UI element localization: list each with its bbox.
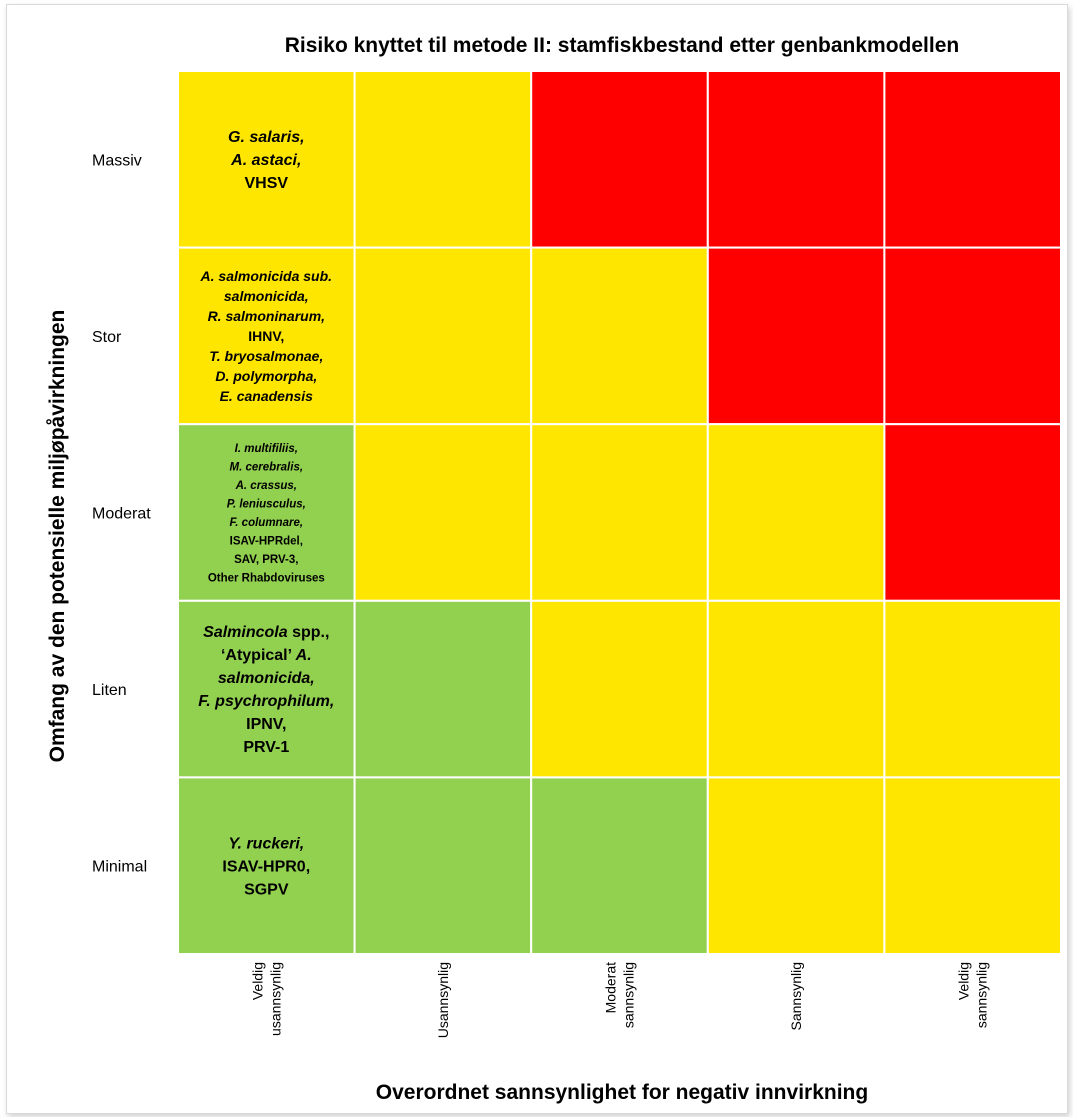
cell-r0-c0-medium: [177, 70, 356, 249]
cell-label-segment: T. bryosalmonae,: [209, 348, 323, 364]
cell-label-segment: E. canadensis: [220, 388, 314, 404]
cell-labels: G. salaris, A. astaci, VHSV A. salmonicida …: [198, 129, 334, 898]
cell-r3-c2-medium: [530, 599, 709, 779]
row-tick-label: Massiv: [92, 152, 142, 169]
cell-label-segment: salmonicida,: [218, 670, 315, 687]
cell-label-segment: IHNV,: [248, 328, 284, 344]
cell-label-segment: ISAV-HPR0,: [222, 858, 310, 875]
cell-label-segment: A. crassus,: [235, 480, 297, 492]
column-tick-group: Veldig sannsynlig: [956, 962, 990, 1028]
cell-label-segment: ‘Atypical’: [221, 647, 296, 664]
cell-r2-c0-low: [177, 423, 356, 602]
column-tick-label: usannsynlig: [267, 962, 283, 1036]
cell-r2-c1-medium: [353, 423, 533, 602]
column-tick-group: Sannsynlig: [788, 962, 804, 1031]
heatmap-cells: [177, 70, 1063, 956]
cell-label-segment: VHSV: [245, 175, 289, 192]
cell-r3-c3-medium: [706, 599, 886, 779]
cell-r4-c4-medium: [883, 776, 1063, 956]
cell-r2-c3-medium: [706, 423, 886, 602]
x-axis-label: Overordnet sannsynlighet for negativ inn…: [376, 1081, 868, 1104]
row-tick-label: Liten: [92, 682, 127, 699]
row-tick-label: Minimal: [92, 859, 147, 876]
cell-label-r0-c0: G. salaris, A. astaci, VHSV: [228, 129, 305, 192]
cell-label-r1-c0: A. salmonicida sub. salmonicida, R. salmon…: [200, 268, 332, 404]
cell-label-segment: Other Rhabdoviruses: [208, 572, 325, 584]
cell-label-segment: F. columnare,: [230, 517, 304, 529]
cell-r2-c2-medium: [530, 423, 709, 602]
cell-r0-c1-medium: [353, 70, 533, 249]
cell-label-segment: PRV-1: [243, 739, 289, 756]
row-tick-label: Moderat: [92, 506, 151, 523]
cell-label-segment: G. salaris,: [228, 129, 305, 146]
cell-r1-c4-high: [883, 246, 1063, 426]
column-tick-label: Moderat: [603, 962, 619, 1013]
cell-label-r2-c0: I. multifiliis, M. cerebralis, A. crassus,…: [208, 443, 325, 585]
column-tick-label: sannsynlig: [621, 962, 637, 1028]
cell-label-segment: D. polymorpha,: [215, 368, 317, 384]
cell-r0-c3-high: [706, 70, 886, 249]
row-tick-label: Stor: [92, 329, 122, 346]
cell-label-segment: salmonicida,: [224, 288, 309, 304]
cell-r1-c1-medium: [353, 246, 533, 426]
cell-label-segment: A. astaci,: [230, 152, 301, 169]
cell-label-segment: SGPV: [244, 881, 289, 898]
cell-r3-c0-low: [177, 599, 356, 779]
cell-r1-c0-medium: [177, 246, 356, 426]
row-tick-labels: Massiv Stor Moderat Liten Minimal: [92, 152, 151, 875]
column-tick-group: Moderat sannsynlig: [603, 962, 637, 1028]
cell-r0-c4-high: [883, 70, 1063, 249]
cell-label-segment: M. cerebralis,: [230, 461, 304, 473]
cell-r1-c2-medium: [530, 246, 709, 426]
column-tick-label: Veldig: [249, 962, 265, 1000]
column-tick-label: Usannsynlig: [435, 962, 451, 1038]
y-axis-label: Omfang av den potensielle miljøpåvirknin…: [46, 310, 69, 763]
cell-label-segment: Salmincola: [203, 624, 288, 641]
cell-r2-c4-high: [883, 423, 1063, 602]
cell-label-r4-c0: Y. ruckeri, ISAV-HPR0, SGPV: [222, 835, 310, 898]
cell-label-segment: A.: [295, 647, 312, 664]
chart-title: Risiko knyttet til metode II: stamfiskbe…: [285, 34, 959, 57]
column-tick-label: Sannsynlig: [788, 962, 804, 1031]
cell-label-segment: R. salmoninarum,: [208, 308, 325, 324]
cell-r4-c3-medium: [706, 776, 886, 956]
cell-label-segment: F. psychrophilum,: [198, 693, 334, 710]
cell-label-segment: I. multifiliis,: [235, 443, 298, 455]
column-tick-label: sannsynlig: [974, 962, 990, 1028]
cell-label-segment: IPNV,: [246, 716, 286, 733]
column-tick-group: Veldig usannsynlig: [249, 962, 283, 1036]
cell-r1-c3-high: [706, 246, 886, 426]
cell-label-segment: SAV, PRV-3,: [234, 554, 298, 566]
cell-r4-c0-low: [177, 776, 356, 956]
cell-r4-c1-low: [353, 776, 533, 956]
cell-label-segment: ISAV-HPRdel,: [230, 535, 303, 547]
cell-label-segment: spp.,: [288, 624, 330, 641]
cell-r4-c2-low: [530, 776, 709, 956]
cell-label-segment: A. salmonicida sub.: [200, 268, 332, 284]
cell-label-segment: Y. ruckeri,: [228, 835, 304, 852]
cell-label-r3-c0: Salmincola spp., ‘Atypical’ A. salmonicida…: [198, 624, 334, 756]
column-tick-label: Veldig: [956, 962, 972, 1000]
column-tick-labels: Veldig usannsynlig Usannsynlig Moderat sanns…: [249, 962, 989, 1038]
cell-label-segment: P. leniusculus,: [227, 498, 306, 510]
cell-r3-c1-low: [353, 599, 533, 779]
column-tick-group: Usannsynlig: [435, 962, 451, 1038]
cell-r0-c2-high: [530, 70, 709, 249]
cell-r3-c4-medium: [883, 599, 1063, 779]
